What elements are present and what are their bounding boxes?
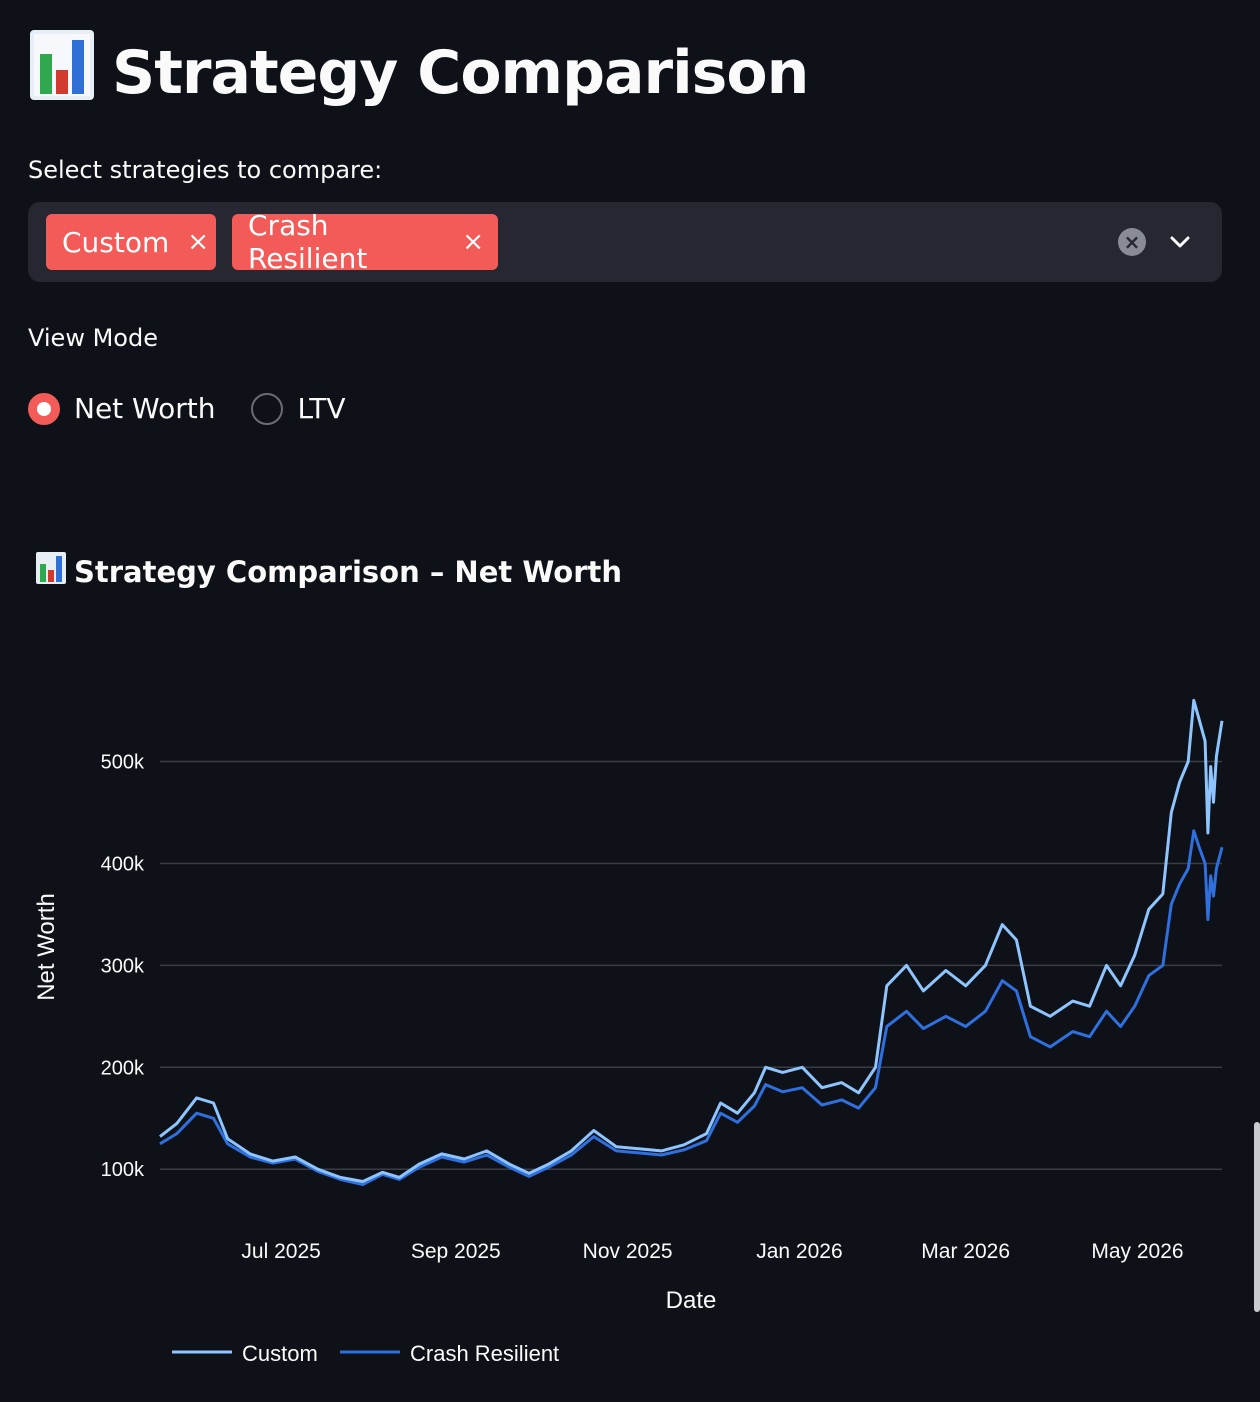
- view-mode-label: View Mode: [28, 324, 158, 352]
- radio-label: LTV: [297, 392, 346, 425]
- clear-all-icon[interactable]: ×: [1118, 228, 1146, 256]
- remove-tag-icon[interactable]: ×: [187, 227, 210, 257]
- x-tick-label: Mar 2026: [921, 1240, 1010, 1263]
- strategy-multiselect[interactable]: Custom × Crash Resilient × ×: [28, 202, 1222, 282]
- strategy-select-label: Select strategies to compare:: [28, 156, 383, 184]
- net-worth-chart: 100k 200k 300k 400k 500k Jul 2025 Sep 2025 Nov …: [33, 698, 1224, 1366]
- tag-crash-resilient[interactable]: Crash Resilient ×: [232, 209, 498, 275]
- radio-selected-icon: [28, 392, 60, 425]
- radio-ltv[interactable]: LTV: [251, 392, 345, 425]
- series-line-custom: [159, 698, 1224, 1183]
- series-line-crash-resilient: [159, 829, 1224, 1186]
- x-tick-label: Nov 2025: [583, 1240, 673, 1263]
- scrollbar[interactable]: [1254, 1122, 1260, 1312]
- page-title: Strategy Comparison: [30, 30, 809, 115]
- radio-label: Net Worth: [74, 392, 216, 425]
- legend-label: Custom: [242, 1341, 318, 1366]
- tag-label: Custom: [62, 225, 170, 259]
- chart-title: Strategy Comparison – Net Worth: [36, 552, 622, 591]
- x-axis-title: Date: [666, 1287, 717, 1314]
- view-mode-radio-group: Net Worth LTV: [28, 392, 345, 425]
- x-tick-label: May 2026: [1091, 1240, 1183, 1263]
- chart-title-text: Strategy Comparison – Net Worth: [74, 554, 623, 589]
- bar-chart-icon: [36, 552, 66, 591]
- tag-label: Crash Resilient: [248, 209, 368, 275]
- y-tick-label: 400k: [101, 853, 145, 875]
- remove-tag-icon[interactable]: ×: [462, 227, 484, 257]
- tag-custom[interactable]: Custom ×: [46, 214, 216, 270]
- x-tick-label: Jan 2026: [756, 1240, 842, 1263]
- x-tick-label: Sep 2025: [411, 1240, 501, 1263]
- legend-label: Crash Resilient: [410, 1341, 559, 1366]
- y-tick-label: 500k: [101, 752, 145, 774]
- page-title-text: Strategy Comparison: [112, 37, 809, 108]
- x-tick-label: Jul 2025: [241, 1240, 320, 1263]
- y-axis-title: Net Worth: [33, 893, 60, 1001]
- bar-chart-icon: [30, 30, 94, 115]
- y-tick-label: 300k: [101, 955, 145, 977]
- chevron-down-icon[interactable]: [1166, 228, 1194, 256]
- radio-net-worth[interactable]: Net Worth: [28, 392, 215, 425]
- y-tick-label: 100k: [101, 1159, 145, 1181]
- y-tick-label: 200k: [101, 1057, 145, 1079]
- radio-unselected-icon: [251, 392, 284, 425]
